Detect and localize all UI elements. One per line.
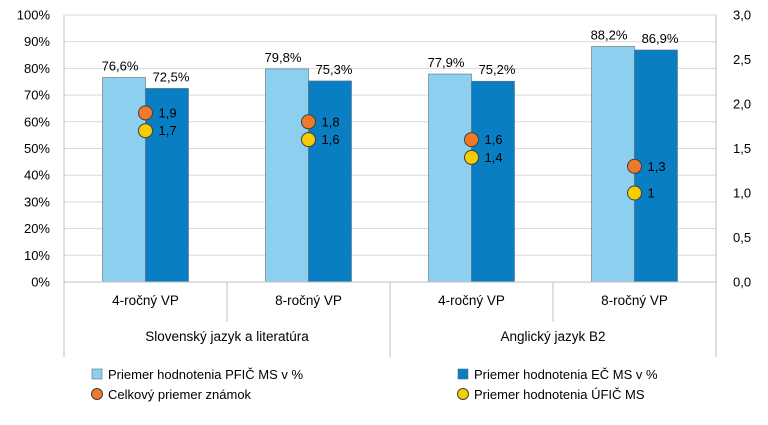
left-tick-label: 20% [24,221,50,236]
legend-marker [91,388,103,400]
bar-value-label: 75,2% [479,62,516,77]
left-tick-label: 90% [24,34,50,49]
category-label: 8-ročný VP [275,293,342,308]
point-marker [464,132,479,148]
bar [145,88,189,283]
group-label: Anglický jazyk B2 [500,329,605,344]
legend-label: Priemer hodnotenia ÚFIČ MS [474,387,645,402]
bar-value-label: 88,2% [591,28,628,43]
bars [102,46,678,283]
right-axis-ticks: 0,0 0,5 1,0 1,5 2,0 2,5 3,0 [733,8,751,290]
left-tick-label: 80% [24,61,50,76]
right-tick-label: 3,0 [733,8,751,23]
bar-value-label: 76,6% [102,58,139,73]
bar [428,73,472,283]
left-tick-label: 60% [24,114,50,129]
right-tick-label: 1,5 [733,141,751,156]
bar-value-label: 79,8% [265,50,302,65]
legend: Priemer hodnotenia PFIČ MS v % Priemer ho… [91,367,658,402]
group-label: Slovenský jazyk a literatúra [145,329,309,344]
left-tick-label: 70% [24,88,50,103]
point-value-label: 1,9 [159,105,177,120]
bar-value-label: 77,9% [428,55,465,70]
point-marker [464,149,479,165]
bar-value-label: 75,3% [316,62,353,77]
bar [308,80,352,283]
left-tick-label: 30% [24,194,50,209]
point-value-label: 1,7 [159,123,177,138]
point-value-label: 1,3 [648,159,666,174]
legend-label: Celkový priemer známok [108,387,252,402]
legend-marker [457,388,469,400]
legend-swatch [457,368,469,380]
right-tick-label: 2,0 [733,97,751,112]
point-marker [627,158,642,174]
category-label: 8-ročný VP [601,293,668,308]
left-tick-label: 40% [24,168,50,183]
point-value-label: 1,6 [485,132,503,147]
left-tick-label: 10% [24,248,50,263]
legend-label: Priemer hodnotenia EČ MS v % [474,367,658,382]
legend-label: Priemer hodnotenia PFIČ MS v % [108,367,304,382]
bar [102,77,146,283]
bar-value-label: 86,9% [642,31,679,46]
category-label: 4-ročný VP [112,293,179,308]
right-tick-label: 0,5 [733,230,751,245]
point-marker [627,185,642,201]
point-value-label: 1,8 [322,114,340,129]
point-marker [138,105,153,121]
right-tick-label: 0,0 [733,275,751,290]
bar [471,80,515,283]
category-axis: 4-ročný VP 8-ročný VP 4-ročný VP 8-ročný VP… [63,281,717,357]
bar [265,68,309,283]
left-tick-label: 100% [17,8,51,23]
point-marker [301,132,316,148]
points [138,105,642,201]
point-labels: 1,9 1,7 1,8 1,6 1,6 1,4 1,3 1 [159,105,666,200]
point-marker [138,123,153,139]
point-value-label: 1,4 [485,150,503,165]
point-marker [301,114,316,130]
point-value-label: 1,6 [322,132,340,147]
left-tick-label: 0% [31,275,50,290]
legend-swatch [91,368,103,380]
right-tick-label: 2,5 [733,52,751,67]
bar-labels: 76,6% 72,5% 79,8% 75,3% 77,9% 75,2% 88,2% 86,9% [102,28,679,85]
point-value-label: 1 [648,186,655,201]
bar-value-label: 72,5% [153,69,190,84]
category-label: 4-ročný VP [438,293,505,308]
left-axis-ticks: 0% 10% 20% 30% 40% 50% 60% 70% 80% 90% 100% [17,8,51,290]
right-tick-label: 1,0 [733,186,751,201]
left-tick-label: 50% [24,141,50,156]
